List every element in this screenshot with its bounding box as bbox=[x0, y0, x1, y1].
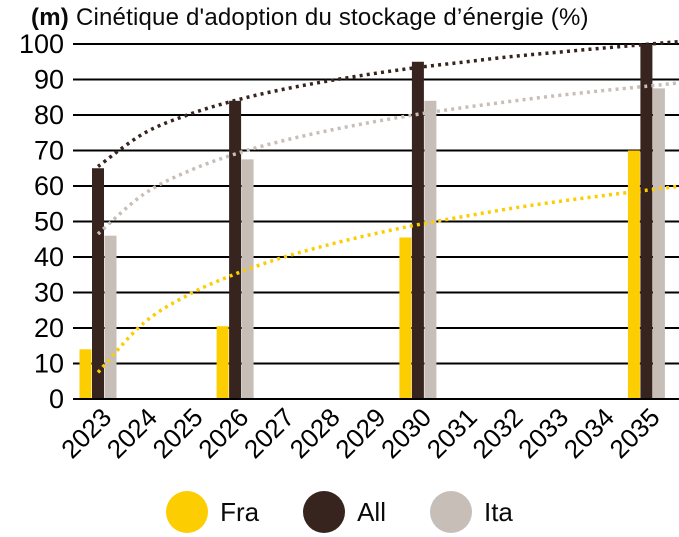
x-tick-label-2030: 2030 bbox=[375, 402, 437, 464]
bar-all-2030 bbox=[411, 61, 424, 400]
bar-all-2023 bbox=[92, 168, 104, 400]
trend-line-fra bbox=[96, 184, 679, 374]
chart-title: (m) Cinétique d'adoption du stockage d’én… bbox=[31, 4, 589, 32]
trend-line-ita bbox=[96, 81, 679, 236]
x-tick-label-2023: 2023 bbox=[55, 402, 117, 464]
y-tick-label-10: 10 bbox=[34, 349, 64, 379]
y-tick-label-90: 90 bbox=[34, 65, 64, 95]
legend-item-ita: Ita bbox=[429, 491, 513, 533]
x-tick-label-2024: 2024 bbox=[101, 402, 163, 464]
chart-legend: Fra All Ita bbox=[0, 487, 679, 537]
x-tick-label-2033: 2033 bbox=[512, 402, 574, 464]
legend-label-all: All bbox=[357, 496, 386, 527]
y-tick-label-60: 60 bbox=[34, 171, 64, 201]
y-tick-label-50: 50 bbox=[34, 207, 64, 237]
bar-ita-2023 bbox=[104, 235, 117, 400]
x-tick-label-2031: 2031 bbox=[421, 402, 483, 464]
bar-all-2026 bbox=[229, 100, 242, 401]
legend-swatch-ita bbox=[429, 491, 472, 533]
chart-area: 0 10 20 30 40 50 60 70 80 90 100 2023 2024 2025 2026 20… bbox=[19, 29, 679, 464]
storage-adoption-chart: 0102030405060708090100202320242025202620… bbox=[19, 29, 679, 464]
bar-fra-2035 bbox=[627, 150, 640, 400]
x-tick-label-2029: 2029 bbox=[329, 402, 391, 464]
x-tick-label-2032: 2032 bbox=[466, 402, 528, 464]
y-tick-label-0: 0 bbox=[49, 384, 64, 414]
y-tick-label-100: 100 bbox=[19, 29, 64, 59]
bar-ita-2030 bbox=[424, 100, 437, 401]
x-tick-label-2034: 2034 bbox=[558, 402, 620, 464]
trend-line-all bbox=[96, 39, 679, 168]
legend-item-all: All bbox=[303, 491, 386, 533]
chart-title-text: Cinétique d'adoption du stockage d’énerg… bbox=[75, 4, 589, 31]
bar-all-2035 bbox=[640, 44, 653, 400]
bar-fra-2026 bbox=[216, 326, 229, 400]
bar-fra-2023 bbox=[79, 349, 92, 400]
bar-fra-2030 bbox=[399, 237, 412, 400]
x-tick-label-2026: 2026 bbox=[192, 402, 254, 464]
y-tick-label-40: 40 bbox=[34, 242, 64, 272]
x-tick-label-2028: 2028 bbox=[284, 402, 346, 464]
x-tick-label-2027: 2027 bbox=[238, 402, 300, 464]
chart-title-prefix: (m) bbox=[31, 4, 69, 31]
bar-ita-2035 bbox=[652, 88, 665, 400]
y-tick-label-20: 20 bbox=[34, 313, 64, 343]
legend-swatch-fra bbox=[166, 491, 209, 533]
y-tick-label-70: 70 bbox=[34, 136, 64, 166]
y-tick-label-30: 30 bbox=[34, 278, 64, 308]
bar-ita-2026 bbox=[241, 159, 254, 400]
legend-label-ita: Ita bbox=[483, 496, 513, 527]
y-tick-label-80: 80 bbox=[34, 100, 64, 130]
legend-label-fra: Fra bbox=[220, 496, 260, 527]
x-tick-label-2035: 2035 bbox=[604, 402, 666, 464]
legend-swatch-all bbox=[303, 491, 346, 533]
legend-item-fra: Fra bbox=[166, 491, 259, 533]
x-tick-label-2025: 2025 bbox=[147, 402, 209, 464]
